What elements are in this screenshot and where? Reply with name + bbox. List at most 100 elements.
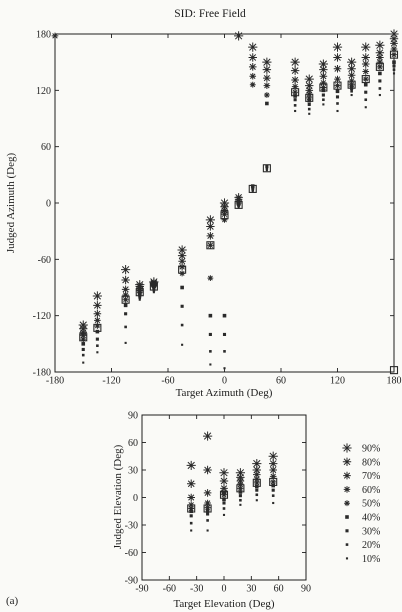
x-tick-label: 0 — [222, 376, 227, 387]
legend-marker — [344, 500, 350, 507]
square-marker — [236, 484, 245, 493]
legend-label: 50% — [362, 499, 380, 510]
percentile-marker — [223, 367, 226, 370]
percentile-marker — [79, 332, 87, 339]
percentile-marker — [265, 169, 268, 172]
y-tick-label: 0 — [133, 493, 138, 504]
percentile-marker — [290, 66, 300, 75]
percentile-marker — [137, 292, 142, 296]
square-marker — [203, 504, 212, 513]
percentile-marker — [248, 42, 258, 52]
percentile-marker — [347, 64, 356, 73]
percentile-marker — [322, 98, 325, 102]
percentile-marker — [318, 59, 328, 69]
legend-label: 70% — [362, 471, 380, 482]
percentile-marker — [181, 343, 184, 346]
percentile-marker — [249, 72, 257, 80]
percentile-marker — [121, 265, 131, 275]
percentile-marker — [136, 289, 143, 296]
percentile-marker — [363, 82, 368, 87]
percentile-marker — [263, 92, 270, 98]
percentile-marker — [188, 505, 195, 512]
percentile-marker — [291, 83, 299, 90]
percentile-marker — [307, 98, 312, 103]
percentile-marker — [121, 285, 130, 294]
square-marker — [178, 265, 187, 274]
y-tick-label: -60 — [125, 548, 138, 559]
percentile-marker — [248, 53, 257, 62]
percentile-marker — [187, 493, 195, 502]
percentile-marker — [269, 473, 277, 480]
percentile-marker — [350, 89, 353, 93]
percentile-marker — [389, 29, 399, 39]
percentile-marker — [250, 184, 255, 188]
percentile-marker — [362, 68, 370, 75]
legend-label: 20% — [362, 540, 380, 551]
percentile-marker — [376, 53, 384, 62]
percentile-marker — [178, 257, 186, 266]
x-tick-label: -90 — [135, 584, 148, 595]
percentile-marker — [390, 39, 398, 48]
elevation-x-axis-label: Target Elevation (Deg) — [173, 598, 274, 610]
square-marker — [252, 478, 261, 487]
percentile-marker — [81, 353, 85, 357]
y-tick-label: -60 — [38, 255, 51, 266]
square-marker — [305, 93, 314, 102]
percentile-marker — [335, 95, 340, 99]
percentile-marker — [334, 82, 341, 89]
percentile-marker — [376, 58, 384, 66]
square-marker — [248, 184, 257, 193]
percentile-marker — [205, 215, 215, 225]
percentile-marker — [375, 40, 385, 50]
percentile-marker — [392, 64, 396, 68]
percentile-marker — [307, 102, 311, 106]
percentile-marker — [270, 479, 277, 485]
percentile-marker — [249, 81, 256, 88]
percentile-marker — [124, 341, 127, 344]
y-tick-label: 0 — [46, 199, 51, 210]
legend-marker — [345, 529, 349, 533]
percentile-marker — [378, 71, 382, 76]
percentile-marker — [322, 103, 325, 106]
percentile-marker — [362, 76, 369, 82]
y-tick-label: 60 — [41, 142, 51, 153]
percentile-marker — [255, 493, 259, 497]
percentile-marker — [221, 210, 228, 218]
percentile-marker — [180, 323, 184, 327]
percentile-marker — [265, 101, 269, 106]
square-marker — [319, 83, 328, 92]
percentile-marker — [263, 74, 271, 82]
percentile-marker — [138, 296, 142, 300]
square-marker — [219, 490, 229, 499]
percentile-marker — [152, 284, 156, 289]
percentile-marker — [206, 232, 215, 240]
x-tick-label: 30 — [246, 584, 256, 595]
square-marker — [206, 241, 215, 250]
percentile-marker — [221, 491, 227, 498]
x-tick-label: -60 — [163, 584, 176, 595]
square-marker — [269, 477, 278, 486]
percentile-marker — [220, 206, 229, 215]
percentile-marker — [122, 291, 129, 299]
percentile-marker — [239, 503, 242, 506]
percentile-marker — [251, 188, 255, 192]
elevation-axis-ticks: -90 -60 -30 0 30 60 90 -90 -60 -30 0 30 60 90 — [125, 411, 311, 595]
y-tick-label: -120 — [33, 311, 51, 322]
square-marker — [333, 81, 342, 90]
percentile-marker — [122, 296, 129, 303]
percentile-marker — [138, 298, 141, 301]
percentile-marker — [390, 45, 398, 53]
legend-marker — [343, 486, 351, 493]
percentile-marker — [123, 303, 128, 308]
percentile-marker — [361, 60, 370, 68]
percentile-marker — [206, 512, 210, 516]
percentile-marker — [333, 53, 342, 62]
percentile-marker — [307, 107, 311, 111]
percentile-marker — [263, 82, 271, 89]
square-marker — [121, 295, 130, 304]
y-tick-label: 120 — [36, 86, 51, 97]
percentile-marker — [268, 451, 278, 461]
percentile-marker — [392, 68, 396, 71]
percentile-marker — [222, 507, 226, 510]
percentile-marker — [121, 275, 130, 285]
